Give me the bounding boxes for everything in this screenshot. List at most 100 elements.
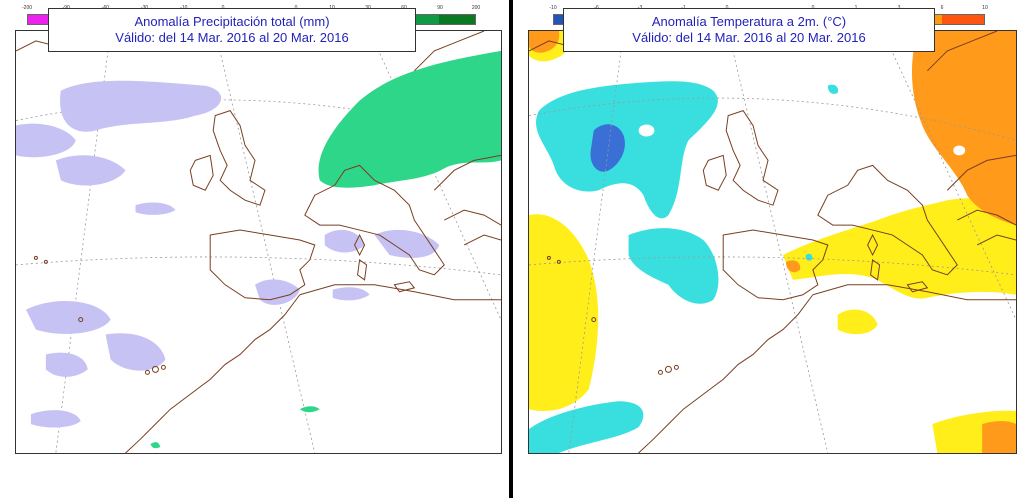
deficit-area [30, 410, 81, 428]
greece-coast [463, 234, 501, 246]
north-africa-coast [299, 284, 501, 301]
map-title: Anomalía Precipitación total (mm) [134, 14, 330, 29]
azores-island [556, 259, 561, 264]
sicily-coast [393, 281, 416, 293]
coastlines [529, 31, 1016, 453]
france-italy-coast [304, 164, 445, 276]
hot-area [785, 260, 801, 273]
very-cold-area [590, 124, 625, 172]
iberia-coast [209, 229, 316, 301]
cold-anomaly-areas [529, 81, 839, 453]
surplus-area [318, 50, 501, 188]
warm-area [837, 309, 878, 335]
neutral-hole [953, 145, 966, 156]
legend-label: 6 [940, 5, 944, 11]
temperature-map-svg [529, 31, 1016, 453]
balkans-coast [444, 209, 501, 226]
france-italy-coast [817, 164, 958, 276]
warm-area [782, 198, 1016, 299]
corsica-coast [867, 233, 879, 257]
legend-swatch [403, 15, 440, 24]
canary-island [160, 364, 166, 370]
surplus-area [150, 442, 161, 449]
islands [33, 255, 166, 375]
sardinia-coast [870, 259, 881, 281]
hot-anomaly-areas [529, 31, 1016, 453]
corsica-coast [354, 233, 366, 257]
map-validity-dates: Válido: del 14 Mar. 2016 al 20 Mar. 2016 [115, 30, 349, 45]
cold-area [529, 401, 644, 453]
latitude-line [16, 256, 501, 276]
canary-island [151, 365, 159, 373]
precipitation-panel: -200 -90 -60 -30 -10 0 0 10 30 60 90 200 [0, 0, 509, 498]
neutral-hole [638, 124, 655, 137]
legend-swatch [941, 15, 984, 24]
azores-island [33, 255, 38, 260]
latitude-line [529, 256, 1016, 276]
deficit-area [255, 279, 300, 305]
sardinia-coast [357, 259, 368, 281]
islands [546, 255, 679, 375]
longitude-line [369, 31, 501, 320]
legend-swatch [28, 15, 67, 24]
legend-label: 90 [437, 5, 443, 11]
great-britain-coast [725, 110, 779, 206]
canary-island [664, 365, 672, 373]
deficit-area [324, 229, 365, 253]
precipitation-title-box: Anomalía Precipitación total (mm) Válido… [48, 8, 416, 52]
cold-area [827, 84, 839, 94]
precipitation-map-svg [16, 31, 501, 453]
deficit-area [135, 202, 176, 215]
longitude-line [568, 31, 625, 453]
legend-label: -10 [549, 5, 557, 11]
azores-island [546, 255, 551, 260]
deficit-area [374, 229, 440, 258]
baltic-coast [433, 154, 501, 191]
legend-label: 10 [982, 5, 988, 11]
cold-area [805, 253, 813, 261]
ireland-coast [189, 154, 214, 191]
warm-area [529, 214, 599, 412]
west-africa-coast [638, 294, 814, 453]
very-cold-anomaly-areas [590, 124, 625, 172]
legend-label: -200 [21, 5, 33, 11]
great-britain-coast [212, 110, 266, 206]
west-africa-coast [125, 294, 301, 453]
scandinavia-coast [414, 31, 485, 72]
azores-island [43, 259, 48, 264]
deficit-area [55, 155, 126, 186]
legend-swatch [439, 15, 475, 24]
temperature-map [528, 30, 1017, 454]
precipitation-map [15, 30, 502, 454]
deficit-area [16, 123, 76, 158]
coastlines [16, 31, 501, 453]
baltic-coast [946, 154, 1016, 191]
scandinavia-coast [927, 31, 998, 72]
surplus-area [299, 406, 320, 413]
legend-label: 200 [471, 5, 481, 11]
deficit-area [45, 352, 88, 377]
canary-island [657, 369, 663, 375]
hot-area [982, 421, 1016, 453]
north-africa-coast [812, 284, 1016, 301]
hot-area [911, 31, 1016, 226]
graticule [529, 31, 1016, 453]
madeira-island [591, 317, 597, 323]
deficit-area [60, 80, 222, 132]
map-validity-dates: Válido: del 14 Mar. 2016 al 20 Mar. 2016 [632, 30, 866, 45]
balkans-coast [957, 209, 1016, 226]
temperature-title-box: Anomalía Temperatura a 2m. (°C) Válido: … [563, 8, 935, 52]
longitude-line [882, 31, 1016, 320]
precipitation-surplus-areas [150, 50, 501, 449]
map-title: Anomalía Temperatura a 2m. (°C) [651, 14, 847, 29]
ireland-coast [702, 154, 727, 191]
temperature-panel: -10 -6 -3 -1 0 0 1 3 6 10 [513, 0, 1024, 498]
deficit-area [25, 300, 111, 334]
cold-area [628, 228, 719, 304]
sicily-coast [906, 281, 929, 293]
longitude-line [214, 31, 316, 453]
deficit-area [105, 333, 166, 371]
canary-island [673, 364, 679, 370]
madeira-island [78, 317, 84, 323]
canary-island [144, 369, 150, 375]
